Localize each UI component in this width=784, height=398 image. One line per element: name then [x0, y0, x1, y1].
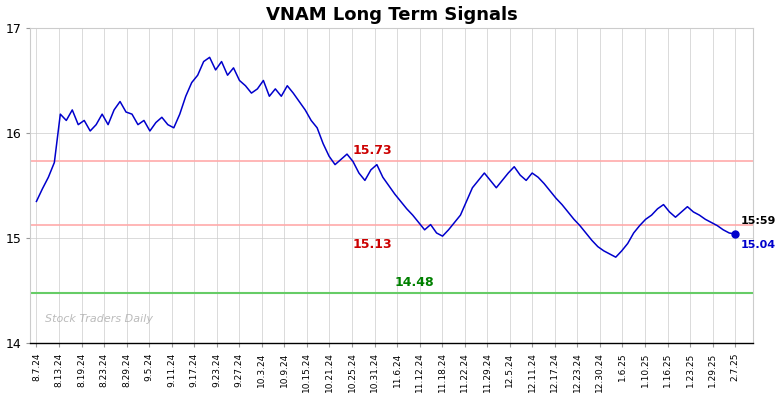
- Text: Stock Traders Daily: Stock Traders Daily: [45, 314, 153, 324]
- Text: 15.04: 15.04: [741, 240, 776, 250]
- Text: 15:59: 15:59: [741, 215, 776, 226]
- Text: 14.48: 14.48: [395, 275, 434, 289]
- Text: 15.73: 15.73: [353, 144, 393, 157]
- Text: 15.13: 15.13: [353, 238, 393, 251]
- Title: VNAM Long Term Signals: VNAM Long Term Signals: [266, 6, 517, 23]
